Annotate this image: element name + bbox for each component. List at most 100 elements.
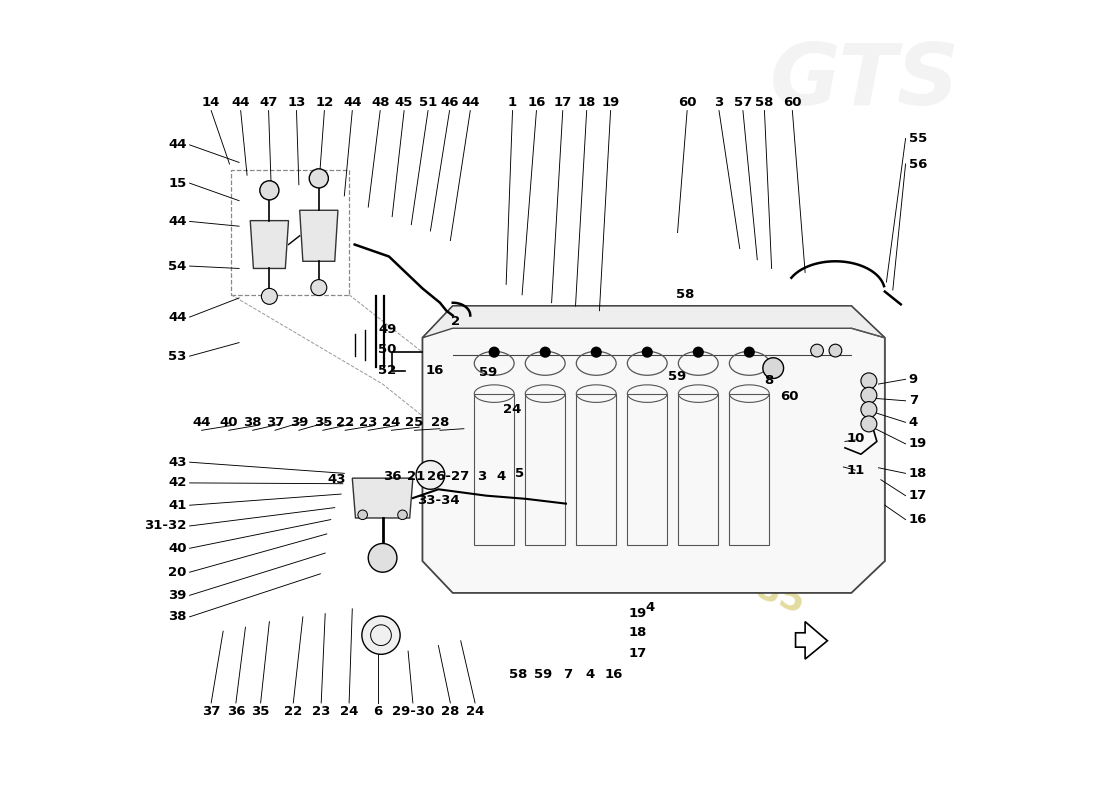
Text: 4: 4 [496, 470, 505, 483]
Polygon shape [422, 306, 884, 338]
Text: 4: 4 [645, 601, 654, 614]
Text: 1985: 1985 [704, 553, 811, 622]
Text: 25: 25 [405, 416, 424, 429]
Text: 40: 40 [168, 542, 187, 554]
Circle shape [540, 346, 551, 358]
Text: 44: 44 [343, 96, 362, 109]
Text: 24: 24 [382, 416, 400, 429]
Bar [526, 394, 565, 545]
Text: 35: 35 [314, 416, 332, 429]
Text: 49: 49 [378, 323, 397, 336]
Text: 13: 13 [287, 96, 306, 109]
Text: 43: 43 [168, 456, 187, 469]
Text: 26-27: 26-27 [427, 470, 469, 483]
Text: 12: 12 [316, 96, 333, 109]
Text: 40: 40 [220, 416, 238, 429]
Text: 37: 37 [202, 705, 220, 718]
Text: 44: 44 [461, 96, 480, 109]
Circle shape [368, 543, 397, 572]
Text: 8: 8 [763, 374, 773, 387]
Circle shape [693, 346, 704, 358]
Polygon shape [352, 478, 412, 518]
Text: 24: 24 [504, 403, 521, 416]
Text: 37: 37 [266, 416, 284, 429]
Text: 7: 7 [909, 394, 917, 407]
Circle shape [358, 510, 367, 519]
Text: 35: 35 [252, 705, 270, 718]
Text: 28: 28 [441, 705, 460, 718]
Text: 42: 42 [168, 477, 187, 490]
Text: 39: 39 [289, 416, 308, 429]
Text: 50: 50 [378, 343, 397, 356]
Text: 54: 54 [168, 259, 187, 273]
Text: 9: 9 [909, 373, 917, 386]
Circle shape [763, 358, 783, 378]
Bar [576, 394, 616, 545]
Text: 23: 23 [312, 705, 330, 718]
Text: 19: 19 [602, 96, 619, 109]
Text: 52: 52 [378, 364, 396, 377]
Text: 1: 1 [508, 96, 517, 109]
Text: 15: 15 [168, 177, 187, 190]
Text: 19: 19 [909, 438, 927, 450]
Text: GTS: GTS [770, 40, 960, 122]
Text: 45: 45 [395, 96, 414, 109]
Text: 36: 36 [227, 705, 245, 718]
Bar [729, 394, 769, 545]
Text: 11: 11 [846, 464, 865, 477]
Text: 3: 3 [714, 96, 724, 109]
Text: 17: 17 [628, 647, 647, 660]
Text: 5: 5 [515, 467, 525, 480]
Text: 33-34: 33-34 [417, 494, 460, 507]
Circle shape [829, 344, 842, 357]
Text: 58: 58 [676, 288, 695, 302]
Text: 10: 10 [846, 432, 865, 445]
Text: 59: 59 [480, 366, 497, 378]
Circle shape [262, 288, 277, 304]
Text: 4: 4 [585, 668, 594, 681]
Text: 39: 39 [168, 589, 187, 602]
Text: 44: 44 [168, 215, 187, 228]
Text: 59: 59 [669, 370, 686, 382]
Circle shape [861, 373, 877, 389]
Text: 16: 16 [426, 364, 443, 377]
Text: 28: 28 [431, 416, 449, 429]
Circle shape [488, 346, 499, 358]
Text: 44: 44 [231, 96, 250, 109]
Text: 57: 57 [734, 96, 752, 109]
Text: 17: 17 [909, 489, 927, 502]
Circle shape [641, 346, 652, 358]
Text: 24: 24 [340, 705, 359, 718]
Text: 51: 51 [419, 96, 437, 109]
Text: a passion for parts: a passion for parts [425, 434, 675, 557]
Text: 44: 44 [168, 138, 187, 151]
Text: 36: 36 [383, 470, 402, 483]
Text: 58: 58 [509, 668, 527, 681]
Text: 14: 14 [202, 96, 220, 109]
Circle shape [591, 346, 602, 358]
Text: 16: 16 [909, 513, 927, 526]
Text: 60: 60 [678, 96, 696, 109]
Text: 2: 2 [451, 315, 461, 328]
Text: 17: 17 [553, 96, 572, 109]
Text: 60: 60 [783, 96, 802, 109]
Text: 38: 38 [243, 416, 262, 429]
Circle shape [861, 387, 877, 403]
Text: 60: 60 [780, 390, 799, 403]
Circle shape [744, 346, 755, 358]
Text: 46: 46 [440, 96, 459, 109]
Circle shape [311, 280, 327, 295]
Text: 24: 24 [466, 705, 484, 718]
Text: 48: 48 [371, 96, 389, 109]
Text: 18: 18 [578, 96, 596, 109]
Text: 56: 56 [909, 158, 927, 170]
Circle shape [398, 510, 407, 519]
Text: 4: 4 [909, 416, 918, 429]
Polygon shape [250, 221, 288, 269]
Text: 6: 6 [373, 705, 383, 718]
Text: 7: 7 [563, 668, 572, 681]
Text: 22: 22 [284, 705, 302, 718]
Text: 23: 23 [359, 416, 377, 429]
Text: 18: 18 [909, 467, 927, 480]
Circle shape [861, 402, 877, 418]
